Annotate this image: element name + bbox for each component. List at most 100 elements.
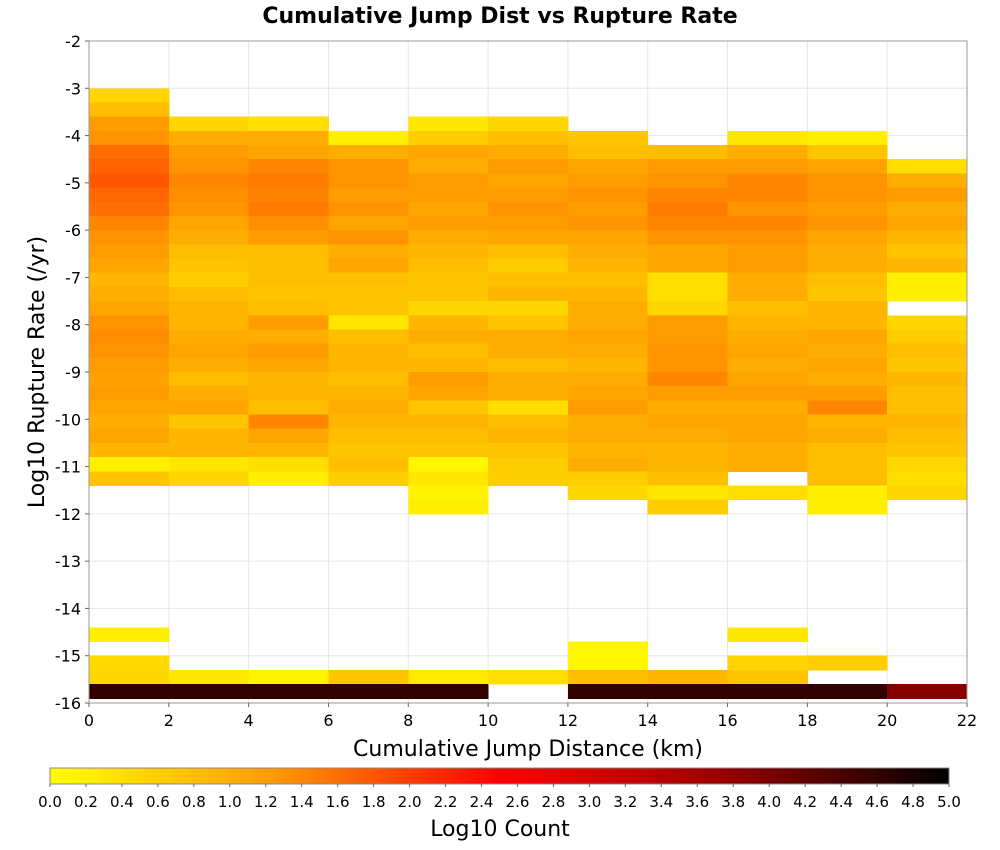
heatmap-cell (328, 272, 409, 288)
colorbar-tick-label: 0.2 (74, 793, 98, 811)
heatmap-cell (328, 130, 409, 146)
heatmap-cell (488, 173, 569, 189)
colorbar-tick-label: 2.0 (398, 793, 422, 811)
heatmap-cell (328, 215, 409, 231)
x-tick-label: 8 (403, 711, 413, 730)
heatmap-cell (89, 343, 170, 359)
heatmap-cell (408, 414, 489, 430)
heatmap-cell (168, 400, 250, 416)
heatmap-cell (567, 386, 649, 401)
heatmap-cell (647, 471, 729, 486)
heatmap-cell (408, 272, 489, 288)
heatmap-cell (727, 315, 808, 330)
heatmap-cell (248, 130, 329, 146)
heatmap-cell (168, 286, 250, 302)
heatmap-cell (887, 442, 968, 458)
heatmap-cell (647, 173, 729, 189)
colorbar-tick-label: 4.4 (829, 793, 853, 811)
heatmap-cell (168, 145, 250, 160)
heatmap-cell (567, 428, 649, 444)
heatmap-cell (647, 343, 729, 359)
heatmap-cell (488, 130, 569, 146)
y-tick-label: -10 (55, 410, 81, 429)
heatmap-cell (168, 159, 250, 174)
heatmap-cell (727, 201, 808, 217)
heatmap-cell (727, 258, 808, 274)
x-tick-label: 18 (797, 711, 817, 730)
heatmap-cell (408, 428, 489, 444)
heatmap-cell (488, 329, 569, 345)
heatmap-cell (168, 116, 250, 132)
heatmap-cell (567, 669, 649, 685)
heatmap-cell (807, 457, 888, 472)
heatmap-cell (727, 428, 808, 444)
heatmap-cell (647, 684, 729, 699)
heatmap-cell (567, 372, 649, 387)
heatmap-cell (727, 442, 808, 458)
heatmap-cell (727, 173, 808, 189)
heatmap-cell (887, 201, 968, 217)
heatmap-cell (807, 428, 888, 444)
heatmap-cell (248, 428, 329, 444)
heatmap-cell (408, 457, 489, 472)
heatmap-cell (248, 343, 329, 359)
heatmap-cell (168, 372, 250, 387)
heatmap-cell (168, 187, 250, 203)
colorbar-label: Log10 Count (430, 817, 570, 842)
heatmap-cell (328, 457, 409, 472)
heatmap-cell (89, 428, 170, 444)
heatmap-cell (727, 485, 808, 501)
heatmap-cell (89, 457, 170, 472)
heatmap-cell (89, 116, 170, 132)
heatmap-cell (89, 258, 170, 274)
heatmap-cell (168, 442, 250, 458)
y-tick-label: -11 (55, 458, 81, 477)
heatmap-cell (89, 669, 170, 685)
heatmap-cell (887, 286, 968, 302)
heatmap-cell (488, 372, 569, 387)
heatmap-cell (408, 329, 489, 345)
heatmap-cell (567, 159, 649, 174)
heatmap-cell (488, 301, 569, 316)
heatmap-cell (807, 343, 888, 359)
heatmap-cell (168, 457, 250, 472)
heatmap-cell (89, 102, 170, 118)
heatmap-cell (408, 400, 489, 416)
heatmap-cell (408, 499, 489, 515)
heatmap-cell (168, 301, 250, 316)
colorbar-tick-label: 5.0 (937, 793, 961, 811)
colorbar-tick-label: 0.0 (38, 793, 62, 811)
heatmap-cell (168, 428, 250, 444)
heatmap-cell (488, 428, 569, 444)
heatmap-cell (328, 414, 409, 430)
heatmap-cell (89, 386, 170, 401)
heatmap-cell (488, 286, 569, 302)
heatmap-cell (807, 187, 888, 203)
chart-title: Cumulative Jump Dist vs Rupture Rate (262, 4, 737, 29)
heatmap-cell (647, 400, 729, 416)
heatmap-cell (647, 669, 729, 685)
colorbar-tick-label: 3.6 (685, 793, 709, 811)
heatmap-cell (248, 301, 329, 316)
heatmap-cell (727, 286, 808, 302)
heatmap-cell (887, 159, 968, 174)
y-tick-label: -14 (55, 599, 81, 618)
heatmap-cell (727, 187, 808, 203)
heatmap-cell (807, 130, 888, 146)
heatmap-cell (567, 187, 649, 203)
heatmap-cell (89, 230, 170, 245)
y-tick-label: -16 (55, 694, 81, 713)
heatmap-cell (807, 372, 888, 387)
heatmap-cell (408, 201, 489, 217)
y-tick-label: -6 (65, 221, 81, 240)
heatmap-cell (328, 400, 409, 416)
heatmap-cell (89, 145, 170, 160)
heatmap-cell (248, 215, 329, 231)
heatmap-cell (567, 357, 649, 373)
heatmap-cell (488, 357, 569, 373)
heatmap-cell (89, 88, 170, 103)
heatmap-cell (647, 357, 729, 373)
heatmap-cell (408, 669, 489, 685)
heatmap-cell (248, 669, 329, 685)
heatmap-cell (488, 145, 569, 160)
